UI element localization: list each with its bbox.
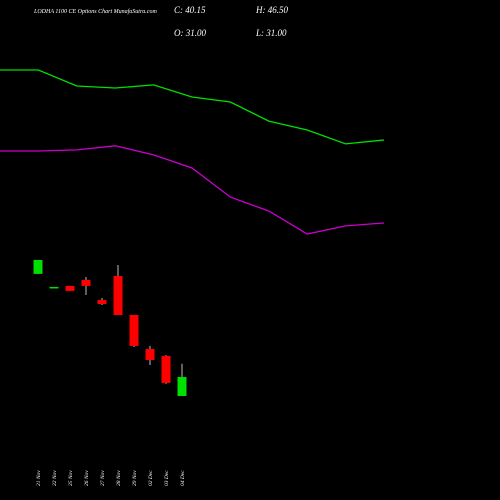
candle-body bbox=[33, 259, 43, 274]
x-tick-label: 27 Nov bbox=[100, 470, 106, 486]
x-tick-label: 02 Dec bbox=[148, 470, 154, 486]
low-label: L: 31.00 bbox=[255, 28, 287, 38]
x-tick-label: 28 Nov bbox=[116, 470, 122, 486]
candle-body bbox=[97, 300, 107, 304]
candle-body bbox=[129, 314, 139, 346]
indicator-line bbox=[0, 69, 385, 145]
candle-body bbox=[177, 376, 187, 396]
chart-title: LODHA 1100 CE Options Chart MunafaSutra.… bbox=[33, 8, 157, 15]
indicator-line bbox=[0, 145, 385, 235]
candle-body bbox=[49, 286, 59, 289]
x-tick-label: 25 Nov bbox=[68, 470, 74, 486]
candle-body bbox=[65, 285, 75, 291]
x-tick-label: 29 Nov bbox=[132, 470, 138, 486]
close-label: C: 40.15 bbox=[174, 5, 206, 15]
x-tick-label: 26 Nov bbox=[84, 470, 90, 486]
x-tick-label: 21 Nov bbox=[36, 470, 42, 486]
candle-body bbox=[81, 279, 91, 286]
x-tick-label: 22 Nov bbox=[52, 470, 58, 486]
open-label: O: 31.00 bbox=[174, 28, 206, 38]
x-tick-label: 04 Dec bbox=[179, 470, 186, 486]
high-label: H: 46.50 bbox=[255, 5, 288, 15]
candle-body bbox=[145, 349, 155, 361]
candle-body bbox=[113, 275, 123, 315]
candle-body bbox=[161, 355, 171, 383]
x-tick-label: 03 Dec bbox=[164, 470, 170, 486]
